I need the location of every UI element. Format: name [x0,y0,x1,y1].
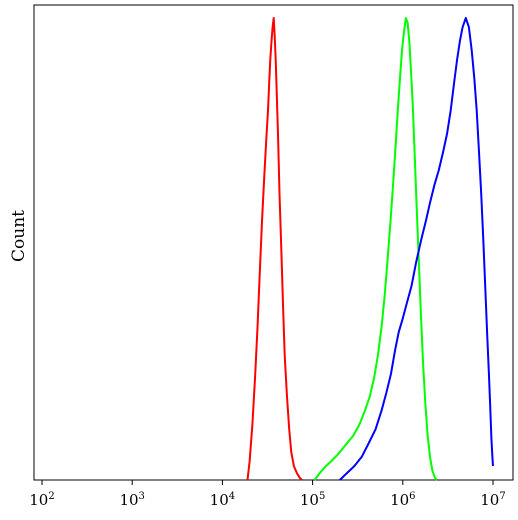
x-tick-label: 107 [480,491,505,509]
x-tick-exponent: 4 [229,491,235,502]
x-tick-exponent: 6 [409,491,415,502]
x-tick-exponent: 3 [139,491,145,502]
x-tick-base: 10 [390,491,409,509]
y-axis-label: Count [9,210,29,262]
histogram-series-1 [246,17,303,481]
histogram-series-2 [313,17,438,481]
plot-area-frame [33,4,514,481]
x-tick-exponent: 5 [319,491,325,502]
x-tick-base: 10 [119,491,138,509]
x-tick-label: 105 [300,491,325,509]
x-tick-label: 102 [29,491,54,509]
x-tick-exponent: 2 [48,491,54,502]
histogram-series-3 [339,17,494,481]
x-axis-ticks: 102 103 104 105 106 107 [29,480,506,509]
series-layer [246,17,494,481]
x-tick-exponent: 7 [499,491,505,502]
x-tick-base: 10 [480,491,499,509]
x-tick-label: 104 [210,491,235,509]
x-tick-base: 10 [300,491,319,509]
x-tick-label: 103 [119,491,144,509]
x-tick-base: 10 [29,491,48,509]
x-tick-base: 10 [210,491,229,509]
x-tick-label: 106 [390,491,415,509]
